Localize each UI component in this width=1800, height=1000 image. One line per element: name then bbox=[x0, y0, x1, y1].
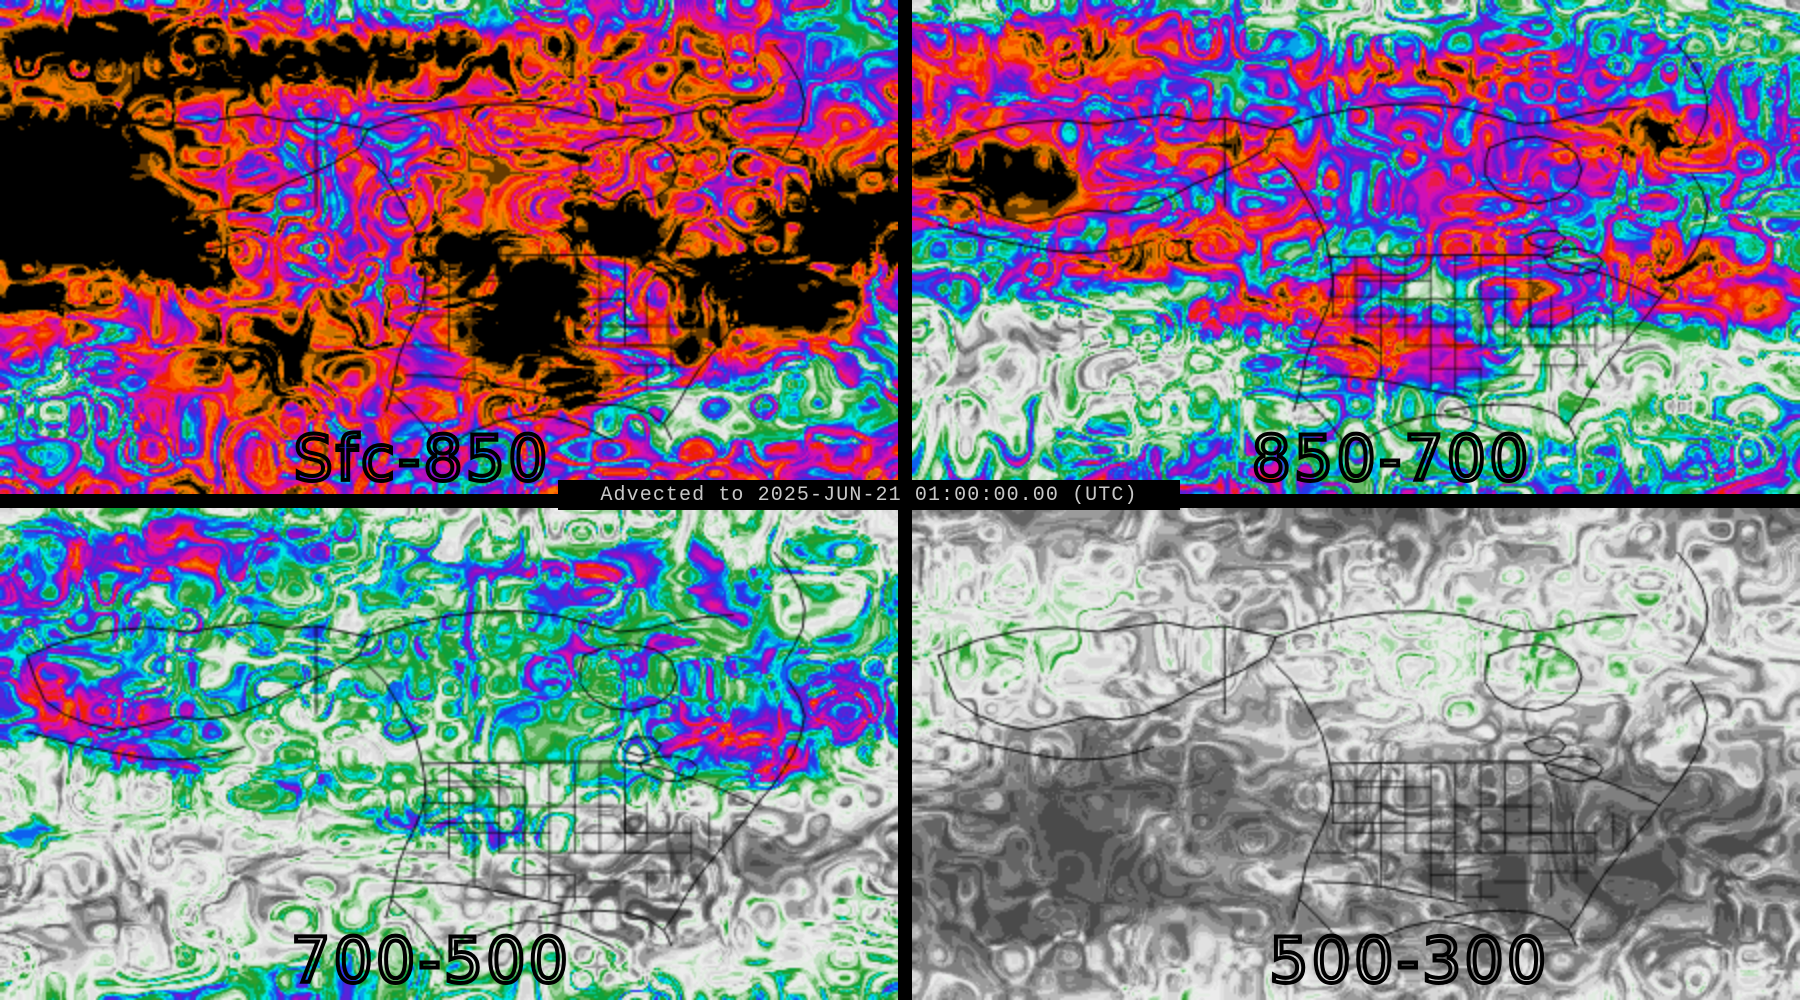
panel-500-300[interactable]: 500-300 bbox=[912, 508, 1800, 1000]
panel-image-700-500 bbox=[0, 508, 898, 1000]
panel-image-500-300 bbox=[912, 508, 1800, 1000]
panel-sfc-850[interactable]: Sfc-850 bbox=[0, 0, 898, 494]
panel-850-700[interactable]: 850-700 bbox=[912, 0, 1800, 494]
timestamp-bar: Advected to 2025-JUN-21 01:00:00.00 (UTC… bbox=[558, 480, 1180, 510]
timestamp-label: Advected to 2025-JUN-21 01:00:00.00 (UTC… bbox=[600, 483, 1138, 507]
panel-image-sfc-850 bbox=[0, 0, 898, 494]
panel-image-850-700 bbox=[912, 0, 1800, 494]
panel-700-500[interactable]: 700-500 bbox=[0, 508, 898, 1000]
